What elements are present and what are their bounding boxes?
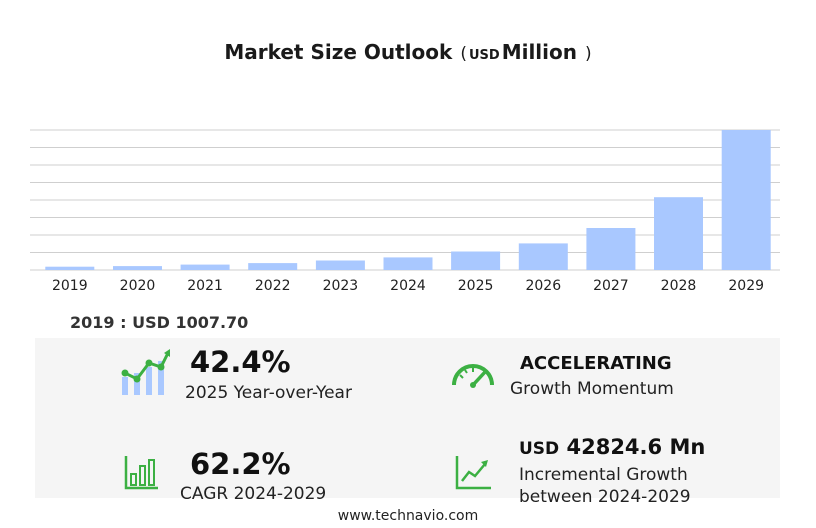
bar-2022 xyxy=(248,263,298,270)
bar-2020 xyxy=(113,266,162,270)
footer-link[interactable]: www.technavio.com xyxy=(337,508,479,524)
yoy-value: 42.4% xyxy=(190,345,291,379)
title-unit: USD xyxy=(468,48,500,63)
bar-2025 xyxy=(451,251,501,270)
x-tick-label-2019: 2019 xyxy=(52,278,88,294)
momentum-value: ACCELERATING xyxy=(520,353,672,374)
bar-2024 xyxy=(383,257,433,270)
bar-2023 xyxy=(315,260,365,270)
bar-2027 xyxy=(586,228,636,270)
momentum-label: Growth Momentum xyxy=(510,379,674,399)
chart-title: Market Size Outlook (USD Million) xyxy=(0,40,816,64)
chart-x-labels: 2019 2020 2021 2022 2023 2024 2025 2026 2027 2028… xyxy=(52,278,764,294)
cagr-value: 62.2% xyxy=(190,447,291,481)
trend-line-icon xyxy=(455,456,491,490)
bar-chart: 2019 2020 2021 2022 2023 2024 2025 2026 2027 2028… xyxy=(30,129,780,294)
x-tick-label-2028: 2028 xyxy=(661,278,697,294)
title-open-paren: ( xyxy=(460,44,467,64)
title-main: Market Size Outlook xyxy=(224,40,453,64)
bar-2026 xyxy=(518,243,568,270)
incremental-value: USD 42824.6 Mn xyxy=(519,435,705,459)
incremental-label-2: between 2024-2029 xyxy=(519,487,691,507)
title-close-paren: ) xyxy=(585,44,592,64)
x-tick-label-2020: 2020 xyxy=(120,278,156,294)
incremental-usd: USD xyxy=(519,439,560,459)
x-tick-label-2021: 2021 xyxy=(187,278,223,294)
chart-bars xyxy=(45,130,771,270)
incremental-amount: 42824.6 Mn xyxy=(566,435,706,459)
baseline-value: 2019 : USD 1007.70 xyxy=(70,313,249,332)
speedometer-icon xyxy=(452,364,494,388)
x-tick-label-2026: 2026 xyxy=(525,278,561,294)
x-tick-label-2029: 2029 xyxy=(728,278,764,294)
x-tick-label-2024: 2024 xyxy=(390,278,426,294)
bar-2028 xyxy=(654,197,703,270)
growth-chart-icon xyxy=(121,349,170,395)
incremental-label-1: Incremental Growth xyxy=(519,465,688,485)
bar-2019 xyxy=(45,266,95,270)
yoy-label: 2025 Year-over-Year xyxy=(185,383,352,403)
cagr-label: CAGR 2024-2029 xyxy=(180,484,327,504)
bar-2029 xyxy=(721,130,771,270)
x-tick-label-2023: 2023 xyxy=(323,278,359,294)
x-tick-label-2027: 2027 xyxy=(593,278,629,294)
bar-2021 xyxy=(180,264,230,270)
bar-chart-icon xyxy=(124,456,158,490)
title-million: Million xyxy=(501,40,577,64)
x-tick-label-2025: 2025 xyxy=(458,278,494,294)
x-tick-label-2022: 2022 xyxy=(255,278,291,294)
